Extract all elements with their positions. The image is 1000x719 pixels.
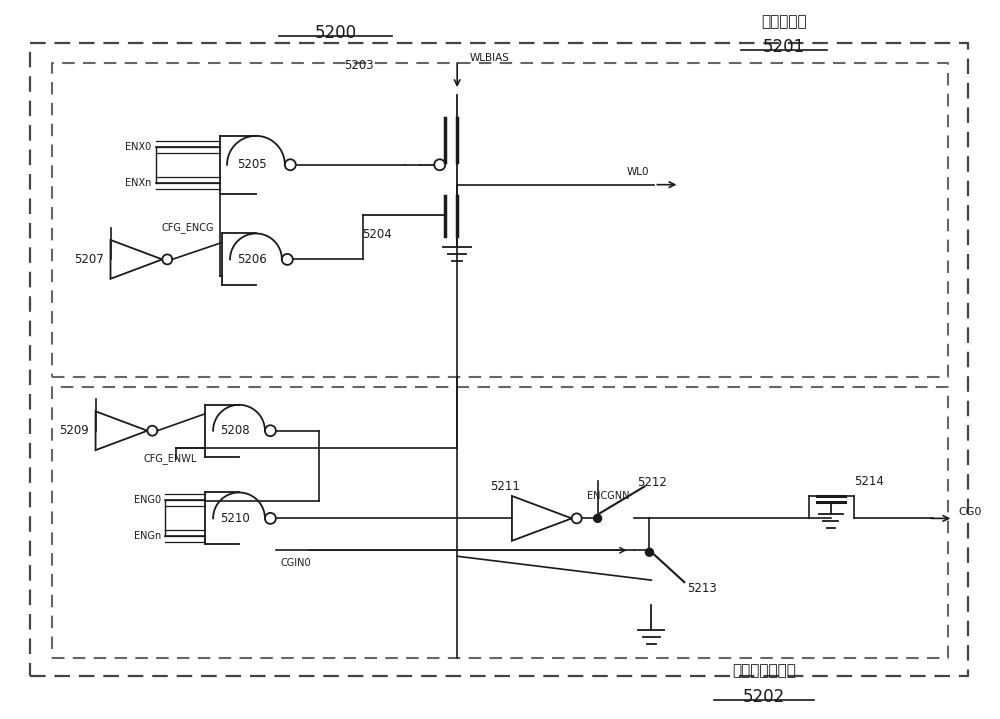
Text: CG0: CG0 (958, 508, 982, 518)
Text: WLBIAS: WLBIAS (470, 53, 510, 63)
Text: WL0: WL0 (627, 167, 649, 177)
Text: CGIN0: CGIN0 (281, 558, 311, 568)
Text: 5204: 5204 (363, 228, 392, 241)
Text: 5211: 5211 (490, 480, 520, 493)
Text: 5212: 5212 (637, 476, 667, 489)
Text: ENCGNN: ENCGNN (587, 492, 629, 501)
Text: 5210: 5210 (220, 512, 250, 525)
Text: 5206: 5206 (237, 253, 267, 266)
Text: ENG0: ENG0 (134, 495, 161, 505)
Circle shape (645, 549, 653, 557)
Text: 5208: 5208 (220, 424, 250, 437)
Text: 5209: 5209 (59, 424, 89, 437)
Text: ENX0: ENX0 (125, 142, 151, 152)
Text: ENGn: ENGn (134, 531, 161, 541)
Text: 5202: 5202 (743, 688, 785, 706)
Text: 5214: 5214 (854, 475, 884, 488)
Text: 控制栅极解码器: 控制栅极解码器 (732, 663, 796, 678)
Text: 5203: 5203 (344, 59, 373, 72)
Text: ENXn: ENXn (125, 178, 151, 188)
Text: 5205: 5205 (237, 158, 267, 171)
Circle shape (594, 514, 602, 523)
Text: 5201: 5201 (763, 38, 805, 56)
Text: 5207: 5207 (74, 253, 103, 266)
Text: CFG_ENWL: CFG_ENWL (143, 453, 197, 464)
Text: 5213: 5213 (687, 582, 717, 595)
Text: CFG_ENCG: CFG_ENCG (161, 222, 214, 233)
Text: 5200: 5200 (315, 24, 357, 42)
Text: 字线解码器: 字线解码器 (761, 14, 807, 29)
